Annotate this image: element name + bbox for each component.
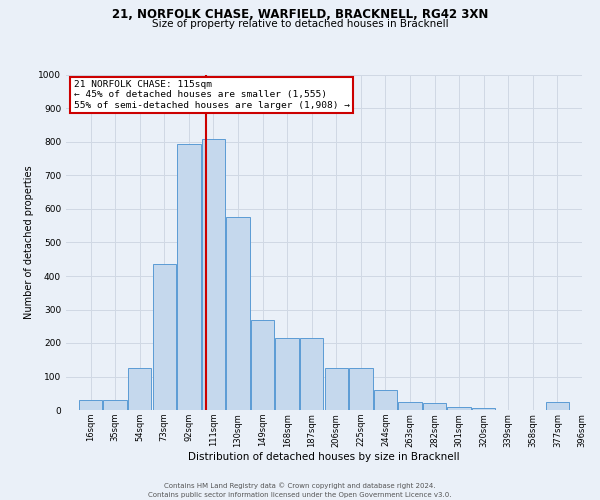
Bar (152, 264, 176, 410)
X-axis label: Distribution of detached houses by size in Bracknell: Distribution of detached houses by size … (188, 452, 460, 462)
Bar (79, 400, 103, 410)
Bar (251, 320, 274, 410)
Bar (398, 402, 422, 410)
Bar (472, 408, 496, 410)
Bar (275, 338, 299, 410)
Text: Size of property relative to detached houses in Bracknell: Size of property relative to detached ho… (152, 19, 448, 29)
Bar (177, 144, 200, 410)
Bar (103, 400, 127, 410)
Bar (349, 368, 373, 410)
Y-axis label: Number of detached properties: Number of detached properties (24, 166, 34, 320)
Text: Contains HM Land Registry data © Crown copyright and database right 2024.
Contai: Contains HM Land Registry data © Crown c… (148, 482, 452, 498)
Bar (202, 138, 225, 410)
Bar (374, 390, 397, 410)
Bar (448, 406, 471, 410)
Bar (226, 218, 250, 410)
Bar (423, 404, 446, 410)
Bar (325, 368, 348, 410)
Bar (128, 368, 151, 410)
Text: 21 NORFOLK CHASE: 115sqm
← 45% of detached houses are smaller (1,555)
55% of sem: 21 NORFOLK CHASE: 115sqm ← 45% of detach… (74, 80, 350, 110)
Bar (300, 338, 323, 410)
Text: 21, NORFOLK CHASE, WARFIELD, BRACKNELL, RG42 3XN: 21, NORFOLK CHASE, WARFIELD, BRACKNELL, … (112, 8, 488, 20)
Bar (545, 402, 569, 410)
